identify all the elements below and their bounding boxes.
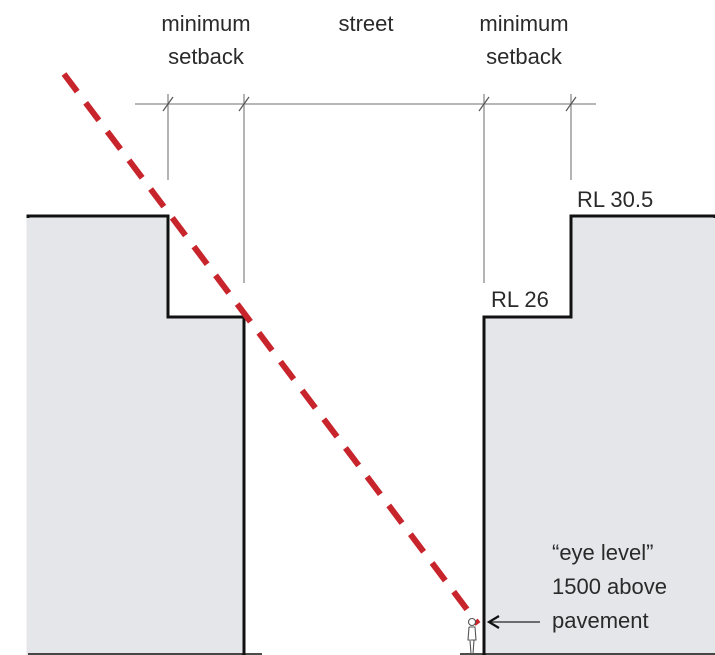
left-setback-label-line1: minimum — [161, 11, 250, 36]
level-label-upper: RL 30.5 — [577, 187, 653, 212]
dimension-tick-3 — [478, 96, 490, 112]
left-building — [26, 214, 246, 655]
left-setback-label-line2: setback — [168, 44, 245, 69]
person-figure — [467, 617, 477, 655]
eye-level-note-line1: “eye level” — [552, 540, 653, 565]
dimension-tick-4 — [565, 96, 577, 112]
sight-line — [61, 72, 481, 626]
dimension-tick-2 — [238, 96, 250, 112]
dimension-tick-1 — [162, 96, 174, 112]
eye-level-note-line2: 1500 above — [552, 574, 667, 599]
eye-level-note-line3: pavement — [552, 608, 649, 633]
arrowhead-icon — [486, 615, 500, 629]
left-building-open-edges — [26, 218, 242, 655]
right-setback-label-line2: setback — [486, 44, 563, 69]
right-setback-label-line1: minimum — [479, 11, 568, 36]
street-label: street — [338, 11, 393, 36]
level-label-lower: RL 26 — [491, 287, 549, 312]
